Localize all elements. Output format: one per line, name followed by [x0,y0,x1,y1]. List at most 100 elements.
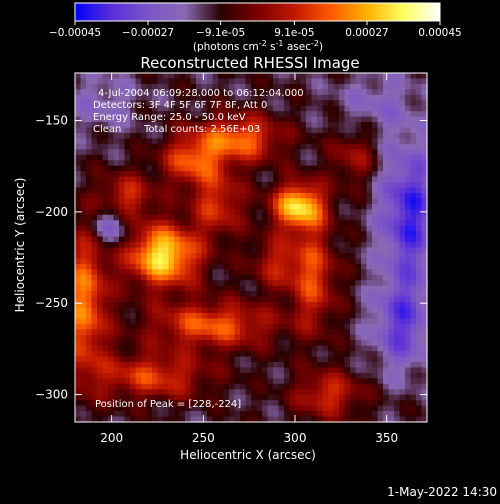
heatmap-cell [273,400,280,407]
heatmap-cell [284,209,291,216]
heatmap-cell [399,372,406,379]
y-tick-label: −150 [35,114,68,128]
heatmap-cell [300,83,307,90]
heatmap-cell [339,242,346,249]
heatmap-cell [152,116,159,123]
heatmap-cell [333,127,340,134]
heatmap-cell [168,198,175,205]
heatmap-cell [218,345,225,352]
heatmap-cell [113,83,120,90]
heatmap-cell [300,411,307,418]
heatmap-cell [278,269,285,276]
heatmap-cell [229,203,236,210]
heatmap-cell [86,138,93,145]
heatmap-cell [350,149,357,156]
heatmap-cell [416,127,423,134]
heatmap-cell [377,345,384,352]
heatmap-cell [91,192,98,200]
heatmap-cell [383,220,390,227]
heatmap-cell [410,247,417,254]
heatmap-cell [223,329,230,336]
heatmap-cell [196,220,203,227]
heatmap-cell [130,394,137,401]
heatmap-cell [146,225,153,232]
heatmap-cell [102,236,109,243]
heatmap-cell [416,105,423,112]
heatmap-cell [174,182,181,189]
heatmap-cell [97,323,104,330]
heatmap-cell [300,111,307,118]
heatmap-cell [223,203,230,210]
heatmap-cell [284,154,291,161]
heatmap-cell [278,242,285,249]
heatmap-cell [295,100,302,107]
heatmap-cell [212,280,219,287]
heatmap-cell [141,372,148,379]
heatmap-cell [355,252,362,259]
heatmap-cell [284,242,291,249]
heatmap-cell [75,73,82,80]
heatmap-cell [355,247,362,254]
heatmap-cell [141,307,148,314]
heatmap-cell [212,362,219,369]
heatmap-cell [300,160,307,167]
heatmap-cell [190,203,197,210]
heatmap-cell [168,274,175,281]
heatmap-cell [295,296,302,303]
heatmap-cell [262,334,269,341]
heatmap-cell [306,323,313,330]
heatmap-cell [80,132,87,140]
heatmap-cell [300,378,307,385]
heatmap-cell [218,176,225,183]
heatmap-cell [278,340,285,347]
heatmap-cell [102,111,109,118]
heatmap-cell [124,362,131,369]
heatmap-cell [383,154,390,161]
heatmap-cell [240,340,247,347]
heatmap-cell [262,263,269,270]
heatmap-cell [102,345,109,352]
heatmap-cell [146,105,153,112]
heatmap-cell [311,209,318,216]
heatmap-cell [322,383,329,390]
heatmap-cell [218,389,225,396]
heatmap-cell [152,187,159,194]
heatmap-cell [91,367,98,374]
heatmap-cell [124,78,131,85]
heatmap-cell [196,258,203,265]
heatmap-cell [350,203,357,210]
heatmap-cell [75,225,82,232]
heatmap-cell [416,100,423,107]
heatmap-cell [322,307,329,314]
heatmap-cell [333,78,340,85]
heatmap-cell [295,362,302,369]
heatmap-cell [212,171,219,178]
heatmap-cell [377,340,384,347]
heatmap-cell [256,302,263,309]
heatmap-cell [229,307,236,314]
heatmap-cell [311,160,318,167]
heatmap-cell [306,274,313,281]
heatmap-cell [86,122,93,129]
heatmap-cell [421,389,428,396]
heatmap-cell [113,192,120,200]
heatmap-cell [267,132,274,140]
heatmap-cell [113,296,120,303]
heatmap-cell [141,247,148,254]
heatmap-cell [80,367,87,374]
heatmap-cell [410,394,417,401]
heatmap-cell [372,111,379,118]
heatmap-cell [80,394,87,401]
heatmap-cell [311,127,318,134]
heatmap-cell [201,176,208,183]
heatmap-cell [157,236,164,243]
heatmap-cell [141,236,148,243]
heatmap-cell [322,389,329,396]
heatmap-cell [399,296,406,303]
heatmap-cell [361,252,368,259]
heatmap-cell [377,405,384,412]
heatmap-cell [80,400,87,407]
heatmap-cell [262,312,269,319]
heatmap-cell [102,182,109,189]
heatmap-cell [328,78,335,85]
